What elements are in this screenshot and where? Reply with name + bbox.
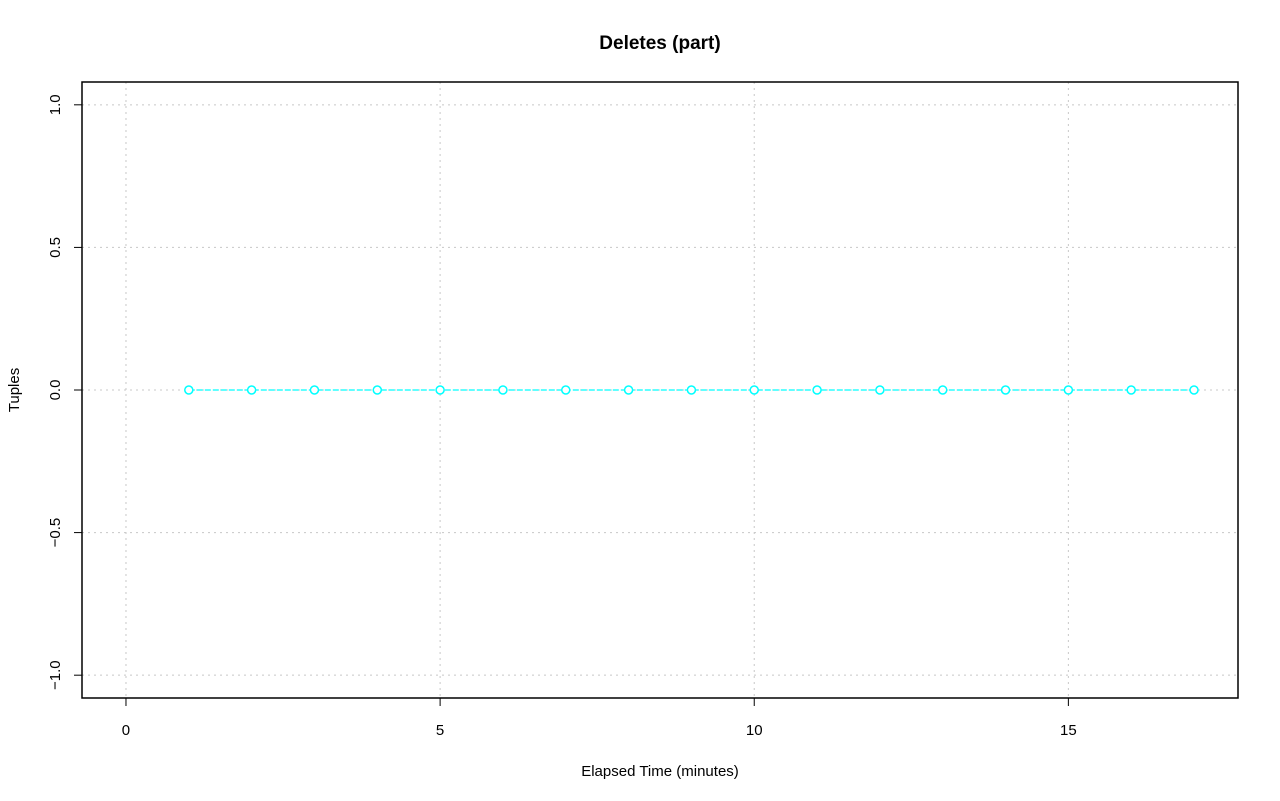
y-tick-label: 0.0 xyxy=(47,380,64,401)
x-tick-label: 0 xyxy=(122,722,130,739)
data-point xyxy=(1126,385,1136,395)
series-layer xyxy=(184,385,1199,395)
y-axis: −1.0 −0.5 0.0 0.5 1.0 xyxy=(47,94,82,690)
x-axis-label: Elapsed Time (minutes) xyxy=(581,763,739,780)
chart-title: Deletes (part) xyxy=(599,33,720,54)
y-tick-label: 0.5 xyxy=(47,237,64,258)
data-point xyxy=(686,385,697,395)
data-point xyxy=(246,385,257,395)
data-point xyxy=(937,385,948,395)
data-point xyxy=(1000,385,1011,395)
data-point xyxy=(435,385,445,395)
y-tick-label: 1.0 xyxy=(47,94,64,115)
data-point xyxy=(875,385,885,395)
data-point xyxy=(1189,385,1199,395)
data-point xyxy=(812,385,822,395)
x-axis: 0 5 10 15 xyxy=(122,698,1077,739)
x-tick-label: 10 xyxy=(746,722,763,739)
y-tick-label: −1.0 xyxy=(47,660,64,690)
data-point xyxy=(372,385,383,395)
y-axis-label: Tuples xyxy=(6,368,23,412)
data-point xyxy=(749,385,759,395)
data-point xyxy=(1063,385,1074,395)
data-point xyxy=(623,385,634,395)
y-tick-label: −0.5 xyxy=(47,518,64,548)
data-point xyxy=(309,385,320,395)
x-tick-label: 15 xyxy=(1060,722,1077,739)
x-tick-label: 5 xyxy=(436,722,444,739)
data-point xyxy=(561,385,571,395)
data-point xyxy=(498,385,508,395)
data-point xyxy=(184,385,194,395)
